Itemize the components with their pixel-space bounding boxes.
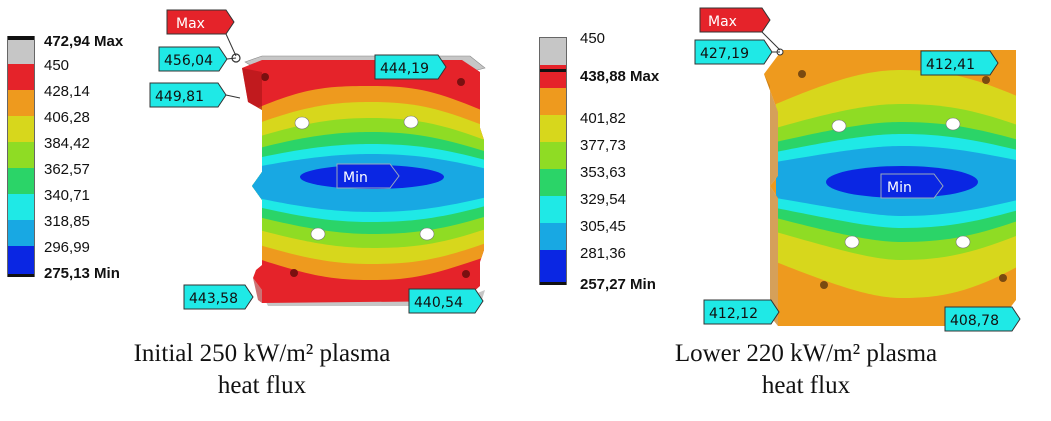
min-tag-text: Min <box>343 170 368 186</box>
legend-value: 384,42 <box>44 135 90 152</box>
legend-swatch <box>539 169 567 196</box>
legend-value: 296,99 <box>44 239 90 256</box>
legend-swatch <box>539 250 567 282</box>
legend-swatch <box>539 282 567 285</box>
probe-value: 443,58 <box>189 291 238 307</box>
legend-swatch <box>7 168 35 194</box>
probe-value: 440,54 <box>414 295 463 311</box>
probe-value: 456,04 <box>164 53 213 69</box>
legend-swatch <box>539 72 567 88</box>
legend-swatch <box>7 64 35 90</box>
legend-value: 305,45 <box>580 218 626 235</box>
probe-label: 412,41 <box>920 50 999 76</box>
probe-value: 412,12 <box>709 306 758 322</box>
max-tag-text: Max <box>708 14 737 30</box>
legend-swatch <box>539 223 567 250</box>
left-result-panel: 472,94 Max 450 428,14 406,28 384,42 362,… <box>0 0 525 421</box>
legend-value: 318,85 <box>44 213 90 230</box>
probe-label: 444,19 <box>374 54 447 80</box>
probe-value: 408,78 <box>950 313 999 329</box>
probe-label: 427,19 <box>694 39 780 65</box>
right-caption: Lower 220 kW/m² plasma heat flux <box>636 338 976 402</box>
legend-min-label: 257,27 Min <box>580 276 656 293</box>
legend-swatch <box>7 40 35 64</box>
legend-value: 406,28 <box>44 109 90 126</box>
legend-swatch <box>7 90 35 116</box>
left-caption: Initial 250 kW/m² plasma heat flux <box>92 338 432 402</box>
left-contour-plot: Max Min 456,04 449,81 444,19 443,58 44 <box>149 9 486 314</box>
legend-swatch <box>539 69 567 72</box>
legend-value: 377,73 <box>580 137 626 154</box>
min-marker-tag: Min <box>336 163 400 189</box>
max-marker-tag: Max <box>699 7 781 51</box>
legend-value: 428,14 <box>44 83 90 100</box>
caption-line: heat flux <box>217 372 307 399</box>
legend-swatch <box>539 142 567 169</box>
legend-value: 450 <box>44 57 70 74</box>
max-marker-tag: Max <box>166 9 237 57</box>
right-result-panel: 450 438,88 Max 401,82 377,73 353,63 329,… <box>526 0 1051 421</box>
legend-swatch <box>539 65 567 69</box>
probe-label: 443,58 <box>183 284 254 310</box>
legend-swatch <box>7 246 35 274</box>
legend-swatch <box>539 37 567 66</box>
legend-swatch <box>7 116 35 142</box>
legend-value: 281,36 <box>580 245 626 262</box>
probe-value: 449,81 <box>155 89 204 105</box>
legend-swatch <box>539 88 567 115</box>
caption-line: Lower 220 kW/m² plasma <box>674 340 938 367</box>
probe-label: 449,81 <box>149 82 241 108</box>
caption-line: Initial 250 kW/m² plasma <box>133 340 391 367</box>
probe-label: 440,54 <box>408 288 484 314</box>
legend-swatch <box>539 115 567 142</box>
probe-value: 444,19 <box>380 61 429 77</box>
min-tag-text: Min <box>887 180 912 196</box>
legend-value: 362,57 <box>44 161 90 178</box>
legend-value: 401,82 <box>580 110 626 127</box>
legend-min-label: 275,13 Min <box>44 265 120 282</box>
legend-swatch <box>7 194 35 220</box>
probe-label: 408,78 <box>944 306 1021 332</box>
probe-value: 412,41 <box>926 57 975 73</box>
legend-swatch <box>7 274 35 277</box>
legend-swatch <box>539 196 567 223</box>
probe-label: 456,04 <box>158 46 237 72</box>
caption-line: heat flux <box>761 372 851 399</box>
legend-max-label: 472,94 Max <box>44 33 124 50</box>
probe-value: 427,19 <box>700 46 749 62</box>
probe-label: 412,12 <box>703 299 780 325</box>
legend-value: 353,63 <box>580 164 626 181</box>
max-tag-text: Max <box>176 16 205 32</box>
legend-swatch <box>7 36 35 40</box>
legend-value: 340,71 <box>44 187 90 204</box>
min-marker-tag: Min <box>880 173 944 199</box>
right-contour-plot: Max Min 427,19 412,41 412,12 408,78 <box>694 7 1021 332</box>
legend-max-label: 438,88 Max <box>580 68 660 85</box>
legend-swatch <box>7 142 35 168</box>
legend-value: 450 <box>580 30 606 47</box>
legend-swatch <box>7 220 35 246</box>
legend-value: 329,54 <box>580 191 626 208</box>
